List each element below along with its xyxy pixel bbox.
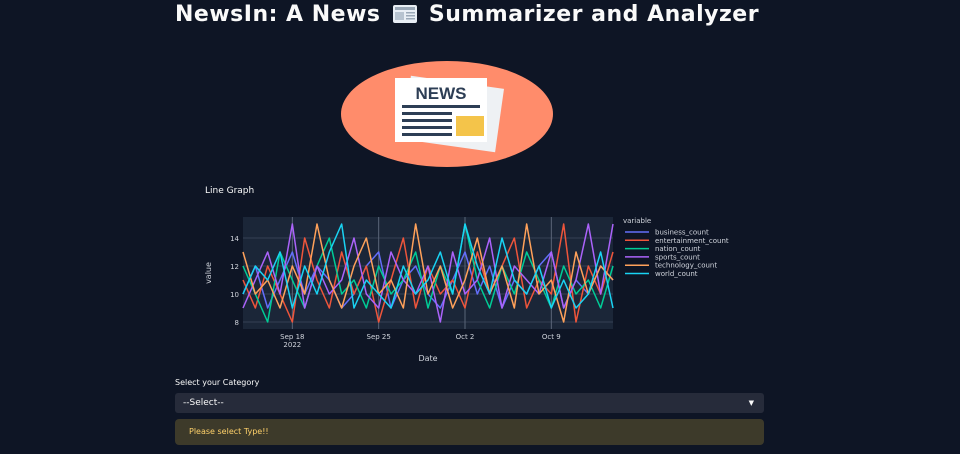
y-tick-label: 14	[230, 235, 239, 243]
x-tick-label: Oct 2	[456, 333, 475, 341]
legend-label: technology_count	[655, 262, 717, 270]
y-tick-label: 8	[235, 319, 239, 327]
x-tick-label: Oct 9	[542, 333, 561, 341]
series-line-technology_count	[242, 223, 614, 323]
x-tick-label: Sep 18	[280, 333, 304, 341]
y-tick-label: 12	[230, 263, 239, 271]
legend-label: business_count	[655, 229, 709, 237]
legend-label: world_count	[655, 270, 698, 278]
title-part-1: NewsIn: A News	[175, 2, 381, 27]
category-select-label: Select your Category	[175, 378, 260, 387]
x-tick-label: Sep 25	[367, 333, 391, 341]
title-part-2: Summarizer and Analyzer	[428, 2, 760, 27]
newspaper-icon: NEWS	[395, 75, 504, 153]
series-line-world_count	[242, 223, 614, 309]
y-tick-label: 10	[230, 291, 239, 299]
chart-title: Line Graph	[205, 186, 255, 196]
category-select-value: --Select--	[183, 398, 224, 408]
x-axis-label: Date	[418, 354, 437, 363]
legend-label: entertainment_count	[655, 237, 729, 245]
legend-label: nation_count	[655, 245, 701, 253]
newspaper-icon	[392, 5, 417, 23]
series-line-sports_count	[242, 223, 614, 323]
news-logo: NEWS	[341, 61, 553, 167]
x-tick-sublabel: 2022	[283, 341, 301, 349]
page-title: NewsIn: A News Summarizer and Analyzer	[175, 2, 795, 28]
logo-text: NEWS	[416, 84, 467, 103]
warning-alert: Please select Type!!	[175, 419, 764, 445]
category-select[interactable]: --Select-- ▼	[175, 393, 764, 413]
alert-message: Please select Type!!	[189, 427, 269, 436]
legend-label: sports_count	[655, 253, 700, 261]
caret-down-icon: ▼	[748, 399, 754, 407]
y-axis-label: value	[204, 262, 213, 284]
legend-title: variable	[623, 217, 651, 225]
